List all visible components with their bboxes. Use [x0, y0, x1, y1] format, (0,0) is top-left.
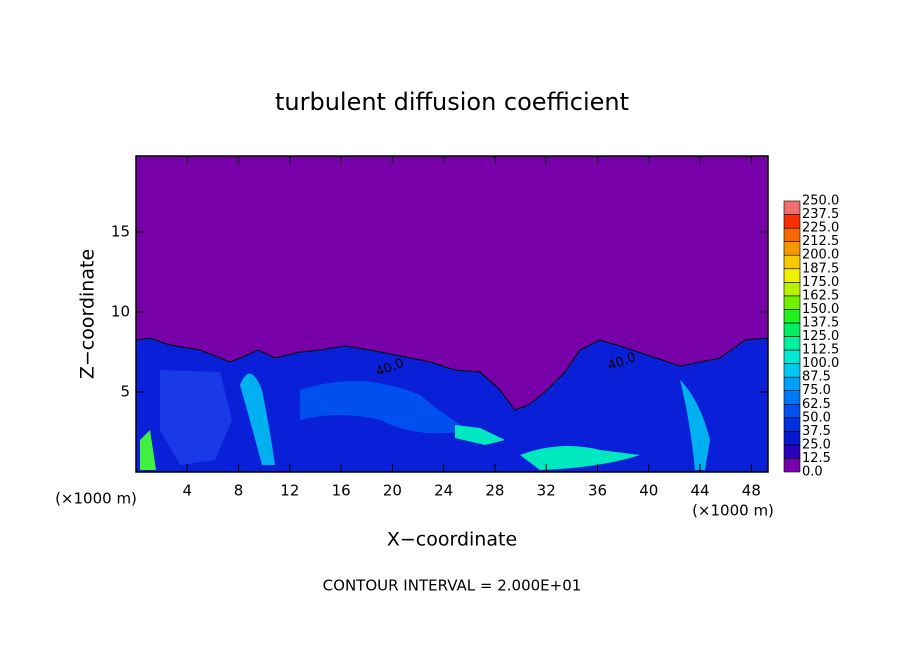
- x-unit-label: (×1000 m): [55, 490, 137, 508]
- colorbar-cell: [783, 227, 801, 242]
- colorbar-label: 0.0: [802, 465, 823, 480]
- colorbar-cell: [783, 458, 801, 473]
- field-region: [300, 381, 470, 434]
- colorbar-cell: [783, 268, 801, 283]
- colorbar-cell: [783, 417, 801, 432]
- field-region: [520, 446, 640, 470]
- colorbar-cell: [783, 309, 801, 324]
- y-axis-label: Z−coordinate: [77, 249, 99, 379]
- colorbar-cell: [783, 322, 801, 337]
- colorbar-label: 125.0: [802, 329, 839, 344]
- colorbar-cell: [783, 336, 801, 351]
- field-region: [680, 380, 710, 470]
- field-region: [140, 430, 156, 470]
- field: [135, 155, 769, 473]
- colorbar-cell: [783, 281, 801, 297]
- x-tick-label: 36: [588, 482, 607, 500]
- x-tick-label: 20: [383, 482, 402, 500]
- colorbar-label: 162.5: [802, 288, 839, 303]
- y-tick-label: 5: [120, 383, 130, 401]
- colorbar-label: 112.5: [802, 343, 839, 358]
- colorbar-label: 75.0: [802, 383, 831, 398]
- field-region: [455, 425, 505, 445]
- footer-note: CONTOUR INTERVAL = 2.000E+01: [323, 577, 582, 595]
- x-tick-label: 8: [234, 482, 244, 500]
- x-tick-label: 32: [537, 482, 556, 500]
- x-axis-label: X−coordinate: [387, 529, 517, 551]
- x-tick-label: 28: [485, 482, 504, 500]
- colorbar-label: 150.0: [802, 302, 839, 317]
- x-tick-label: 24: [434, 482, 453, 500]
- chart-title: turbulent diffusion coefficient: [275, 88, 629, 116]
- y-tick-label: 15: [111, 223, 130, 241]
- x-unit-label: (×1000 m): [692, 502, 774, 520]
- x-tick-label: 40: [639, 482, 658, 500]
- colorbar-label: 237.5: [802, 207, 839, 222]
- colorbar-cell: [783, 241, 801, 256]
- colorbar-cell: [783, 349, 801, 364]
- colorbar-label: 225.0: [802, 221, 839, 236]
- field-region: [135, 337, 769, 473]
- colorbar-label: 187.5: [802, 261, 839, 276]
- colorbar-cell: [783, 200, 801, 215]
- colorbar-cell: [783, 444, 801, 459]
- plot-frame: [135, 155, 769, 473]
- colorbar-cell: [783, 254, 801, 270]
- colorbar-label: 100.0: [802, 356, 839, 371]
- colorbar-cell: [783, 403, 801, 419]
- x-tick-label: 12: [280, 482, 299, 500]
- x-tick-label: 48: [742, 482, 761, 500]
- colorbar-cell: [783, 376, 801, 391]
- colorbar-label: 12.5: [802, 451, 831, 466]
- colorbar-label: 250.0: [802, 194, 839, 209]
- colorbar-label: 62.5: [802, 397, 831, 412]
- colorbar-label: 25.0: [802, 437, 831, 452]
- colorbar-cell: [783, 390, 801, 405]
- colorbar-label: 200.0: [802, 248, 839, 263]
- x-tick-label: 16: [332, 482, 351, 500]
- colorbar-label: 37.5: [802, 424, 831, 439]
- colorbar-label: 87.5: [802, 370, 831, 385]
- colorbar-cell: [783, 431, 801, 446]
- colorbar-label: 137.5: [802, 315, 839, 330]
- colorbar-label: 175.0: [802, 275, 839, 290]
- colorbar-label: 212.5: [802, 234, 839, 249]
- colorbar-label: 50.0: [802, 410, 831, 425]
- field-region: [240, 373, 275, 465]
- y-tick-label: 10: [111, 303, 130, 321]
- colorbar-cell: [783, 363, 801, 378]
- x-tick-label: 44: [691, 482, 710, 500]
- colorbar-cell: [783, 214, 801, 229]
- colorbar-cell: [783, 295, 801, 310]
- field-region: [160, 370, 232, 465]
- x-tick-label: 4: [183, 482, 193, 500]
